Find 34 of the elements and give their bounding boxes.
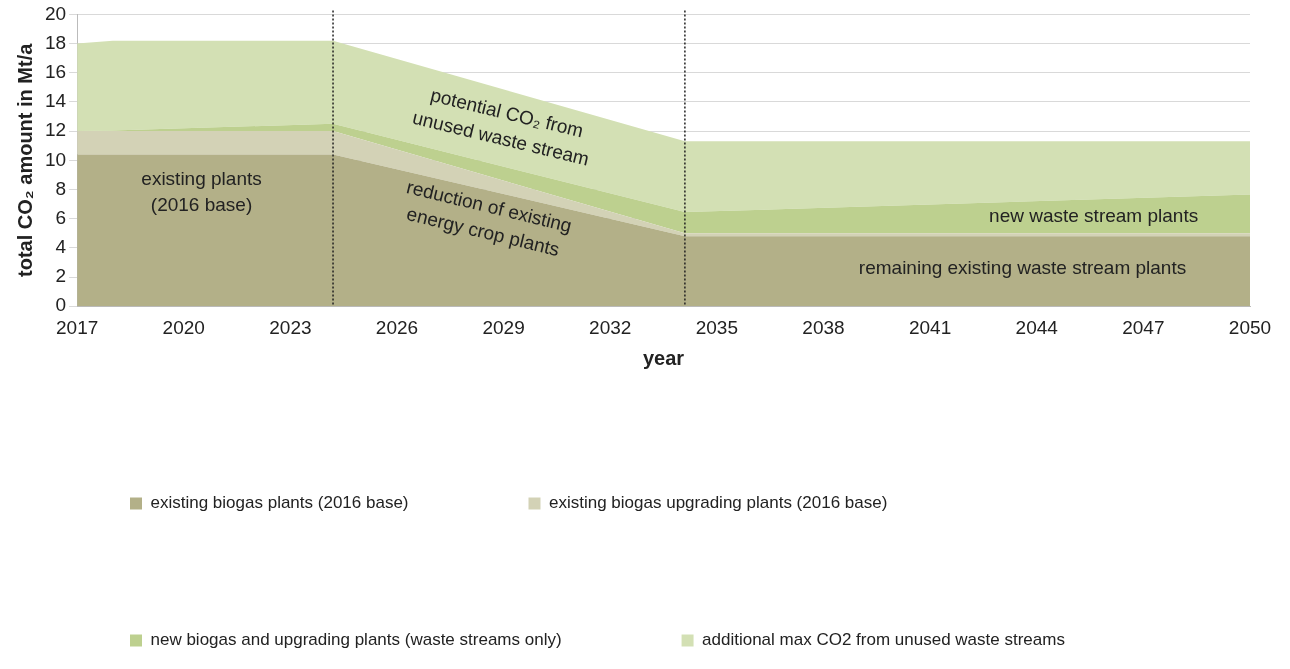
y-tick-label: 2 xyxy=(55,265,67,287)
x-tick-label: 2044 xyxy=(1015,316,1059,338)
legend-label: new biogas and upgrading plants (waste streams only) xyxy=(150,630,562,650)
x-tick-label: 2047 xyxy=(1122,316,1165,338)
y-tick-label: 6 xyxy=(55,206,67,228)
y-tick-label: 18 xyxy=(44,31,67,53)
y-tick-label: 8 xyxy=(55,177,67,199)
x-tick-label: 2029 xyxy=(482,316,525,338)
annotation: reduction of existing energy crop plants xyxy=(404,176,574,261)
x-tick-label: 2020 xyxy=(162,316,205,338)
annotation: remaining existing waste stream plants xyxy=(858,256,1187,278)
y-tick-label: 20 xyxy=(44,2,67,24)
annotation: existing plants (2016 base) xyxy=(141,167,262,215)
legend-label: additional max CO2 from unused waste streams xyxy=(702,630,1065,650)
x-axis-title: year xyxy=(642,346,685,369)
x-tick-label: 2032 xyxy=(589,316,632,338)
y-tick-label: 12 xyxy=(44,119,67,141)
y-axis-title: total CO₂ amount in Mt/a xyxy=(13,42,36,277)
x-tick-label: 2041 xyxy=(908,316,952,338)
x-tick-label: 2023 xyxy=(269,316,312,338)
x-tick-label: 2017 xyxy=(55,316,99,338)
x-tick-label: 2050 xyxy=(1228,316,1272,338)
y-tick-label: 16 xyxy=(44,60,67,82)
y-tick-label: 10 xyxy=(44,148,67,170)
legend-label: existing biogas plants (2016 base) xyxy=(150,493,409,513)
y-tick-label: 4 xyxy=(55,236,67,258)
y-tick-label: 14 xyxy=(44,90,67,112)
x-tick-label: 2026 xyxy=(375,316,419,338)
x-tick-label: 2038 xyxy=(802,316,845,338)
legend-label: existing biogas upgrading plants (2016 base) xyxy=(549,493,888,513)
y-tick-label: 0 xyxy=(55,294,67,316)
x-tick-label: 2035 xyxy=(695,316,739,338)
annotation: potential CO₂ from unused waste stream xyxy=(410,84,592,170)
annotation: new waste stream plants xyxy=(989,205,1199,227)
